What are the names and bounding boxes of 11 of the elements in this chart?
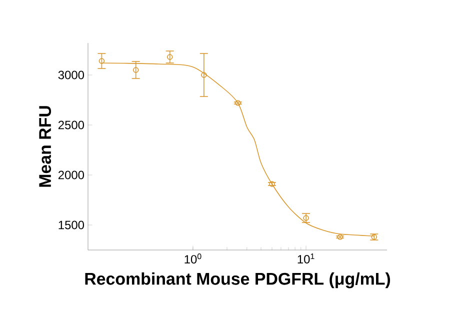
point <box>166 54 173 60</box>
x-axis-title: Recombinant Mouse PDGFRL (μg/mL) <box>85 272 390 288</box>
y-tick-label: 1500 <box>58 220 84 230</box>
y-tick-label: 2500 <box>58 120 84 130</box>
x-tick-label: 10$^{0}$ <box>184 254 202 264</box>
point <box>303 215 309 221</box>
y-tick-label: 2000 <box>58 170 84 180</box>
y-tick-label: 3000 <box>58 70 84 80</box>
x-tick-label: 10$^{1}$ <box>298 254 314 264</box>
y-axis-title: Mean RFU <box>39 106 52 187</box>
point <box>235 100 241 106</box>
